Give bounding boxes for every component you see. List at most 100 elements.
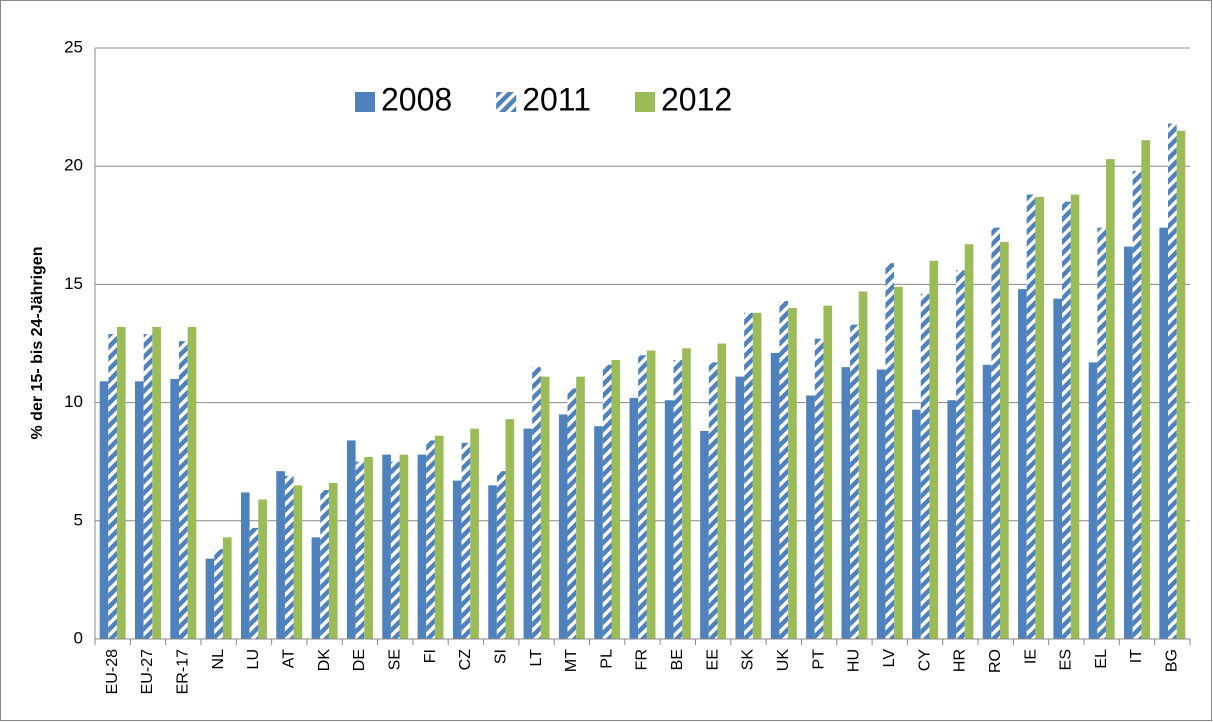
legend-label: 2011 [522, 81, 591, 117]
bar [823, 305, 833, 639]
y-tick-label: 10 [64, 392, 83, 411]
x-tick-label: MT [563, 649, 580, 672]
bar [108, 334, 117, 639]
bar [744, 312, 753, 639]
bar [567, 388, 577, 639]
bar [152, 326, 161, 639]
y-tick-label: 20 [64, 156, 83, 175]
x-tick-label: HU [846, 649, 863, 672]
x-tick-label: SI [492, 649, 509, 664]
bar [1168, 123, 1177, 639]
x-tick-label: ES [1058, 649, 1075, 670]
x-tick-label: EU-28 [104, 649, 121, 694]
x-tick-label: LV [881, 649, 898, 668]
x-tick-label: LU [245, 649, 262, 669]
bar [1088, 362, 1098, 639]
bar [1124, 246, 1133, 640]
bar [841, 367, 851, 639]
bar [249, 527, 259, 639]
bar [505, 419, 515, 639]
bar [735, 376, 745, 639]
bar [187, 326, 197, 639]
x-tick-label: DE [351, 649, 368, 671]
bar [293, 485, 303, 639]
bar [850, 324, 859, 639]
bar [991, 227, 1001, 639]
bar [364, 456, 373, 639]
legend-swatch [496, 92, 517, 112]
x-tick-label: PT [810, 649, 827, 670]
bar [876, 369, 886, 639]
legend-swatch [355, 92, 375, 112]
x-tick-label: IT [1128, 649, 1145, 663]
bar [1176, 130, 1186, 640]
bar [700, 430, 709, 639]
x-tick-label: FR [634, 649, 651, 670]
bar [496, 471, 506, 639]
bar [240, 492, 250, 639]
bar [682, 348, 691, 639]
bar [99, 381, 109, 639]
y-tick-label: 5 [74, 510, 83, 529]
x-tick-label: ER-17 [175, 649, 192, 694]
bar [470, 428, 479, 639]
bar [673, 360, 683, 639]
legend-label: 2008 [381, 81, 452, 117]
bar [1106, 159, 1115, 639]
bar [752, 312, 762, 639]
x-tick-label: LT [528, 649, 545, 667]
bar [258, 499, 267, 639]
bar [885, 263, 895, 639]
y-axis-label: % der 15- bis 24-Jährigen [29, 247, 46, 440]
bar [311, 537, 321, 639]
bar [947, 400, 957, 639]
bar [399, 454, 409, 639]
bar [858, 291, 868, 639]
x-tick-label: UK [775, 649, 792, 672]
bar [602, 364, 612, 639]
bar [320, 490, 329, 639]
bar [390, 461, 400, 639]
bar [426, 440, 435, 639]
bar [1141, 140, 1150, 640]
bar [328, 482, 338, 639]
bar [770, 352, 780, 639]
bar [1062, 201, 1071, 639]
bar [1000, 241, 1009, 639]
bar [205, 558, 215, 639]
x-tick-label: NL [210, 649, 227, 670]
bar [708, 362, 718, 639]
bar [664, 400, 674, 639]
x-tick-label: IE [1022, 649, 1039, 664]
bar [717, 343, 727, 639]
bar [956, 270, 965, 639]
bar [1053, 298, 1063, 639]
legend-swatch [635, 92, 655, 112]
bar [284, 475, 294, 639]
x-tick-label: CZ [457, 649, 474, 671]
x-tick-label: BG [1164, 649, 1181, 672]
bar [1159, 227, 1169, 639]
bar [982, 364, 992, 639]
bar [638, 355, 647, 639]
bar [143, 334, 153, 639]
bar [417, 454, 427, 639]
bar [788, 308, 797, 639]
bar [912, 409, 921, 639]
bar [814, 338, 824, 639]
bar [779, 300, 789, 639]
x-tick-label: EL [1093, 649, 1110, 669]
bar [346, 440, 356, 639]
bar [646, 350, 656, 639]
bar [488, 485, 497, 639]
bar [170, 378, 179, 639]
x-tick-label: BE [669, 649, 686, 670]
bar [276, 471, 285, 639]
x-tick-label: EE [704, 649, 721, 670]
y-tick-label: 15 [64, 274, 83, 293]
bar [461, 442, 471, 639]
bar [558, 414, 568, 639]
x-tick-label: EU-27 [139, 649, 156, 694]
x-tick-label: FI [422, 649, 439, 663]
